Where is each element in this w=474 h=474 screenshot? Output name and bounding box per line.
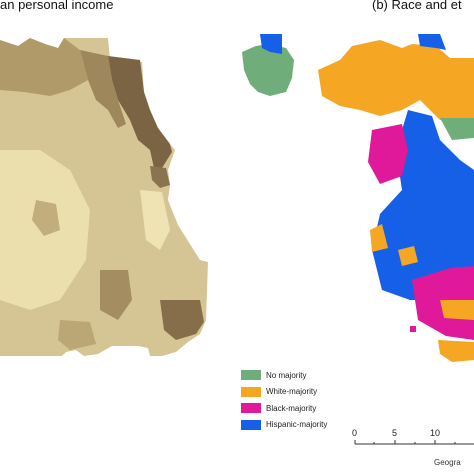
scale-footer-label: Geogra bbox=[434, 458, 461, 467]
income-dark-region bbox=[160, 300, 204, 340]
race-region-hispanic bbox=[260, 34, 282, 54]
legend-item-no-majority: No majority bbox=[241, 367, 327, 384]
scale-bar: 0 5 10 Geogra bbox=[352, 428, 474, 468]
race-region-black bbox=[368, 124, 408, 184]
race-region-white bbox=[318, 40, 474, 120]
map-legend: No majority White-majority Black-majorit… bbox=[241, 367, 327, 433]
panel-a-title: an personal income bbox=[0, 0, 114, 12]
income-mid-region bbox=[58, 320, 96, 350]
scale-bar-line bbox=[354, 440, 474, 445]
legend-item-hispanic-majority: Hispanic-majority bbox=[241, 417, 327, 434]
income-mid-region bbox=[0, 38, 88, 96]
race-region-no-majority bbox=[242, 44, 294, 96]
legend-label: White-majority bbox=[266, 387, 318, 397]
income-dark-region bbox=[108, 56, 172, 168]
legend-swatch bbox=[241, 386, 261, 397]
income-light-region bbox=[140, 190, 170, 250]
race-region-no-majority bbox=[440, 118, 474, 140]
legend-label: Hispanic-majority bbox=[266, 420, 328, 430]
legend-item-black-majority: Black-majority bbox=[241, 400, 327, 417]
scale-tick-label: 5 bbox=[392, 428, 398, 438]
legend-label: No majority bbox=[266, 370, 307, 380]
race-map bbox=[242, 34, 474, 362]
income-dark-region bbox=[150, 166, 170, 188]
scale-tick-label: 0 bbox=[352, 428, 358, 438]
legend-swatch bbox=[241, 370, 261, 381]
income-mid-region bbox=[80, 50, 126, 128]
income-mid-region bbox=[100, 270, 132, 320]
panel-b-title: (b) Race and et bbox=[372, 0, 462, 12]
legend-label: Black-majority bbox=[266, 403, 317, 413]
legend-swatch bbox=[241, 419, 261, 430]
scale-tick-label: 10 bbox=[430, 428, 441, 438]
race-region-black bbox=[410, 326, 416, 332]
income-map bbox=[0, 38, 208, 356]
race-region-white bbox=[398, 246, 418, 266]
legend-swatch bbox=[241, 403, 261, 414]
race-region-white bbox=[440, 300, 474, 320]
legend-item-white-majority: White-majority bbox=[241, 384, 327, 401]
race-region-hispanic bbox=[418, 34, 446, 50]
income-mid-region bbox=[32, 200, 60, 236]
race-region-white bbox=[370, 224, 388, 252]
race-region-white bbox=[438, 340, 474, 362]
